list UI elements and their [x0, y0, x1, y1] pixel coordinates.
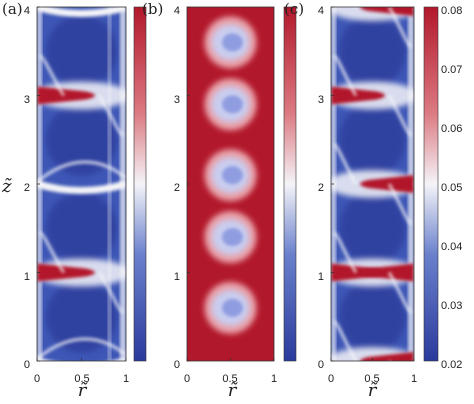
colorbar-tick-0.06: 0.06 — [441, 123, 462, 135]
panel-label-b: (b) — [142, 0, 163, 18]
heatmap-jet-right — [360, 263, 414, 282]
x-tick-1: 1 — [271, 373, 277, 385]
heatmap-contour — [387, 183, 413, 226]
heatmap-cell — [45, 192, 118, 265]
heatmap-cell — [339, 280, 406, 353]
y-tick-4: 4 — [318, 5, 324, 17]
heatmap-panel-a — [36, 0, 147, 362]
heatmap-cell — [45, 15, 118, 88]
heatmap-contour — [332, 54, 358, 97]
x-tick-0: 0 — [184, 373, 190, 385]
heatmap-jet-right — [360, 7, 414, 16]
heatmap-streak — [108, 7, 111, 361]
y-tick-3: 3 — [24, 94, 30, 106]
y-tick-2: 2 — [24, 182, 30, 194]
heatmap-contour — [98, 271, 125, 314]
y-tick-4: 4 — [24, 5, 30, 17]
heatmap-contour — [332, 319, 358, 361]
colorbar-tick-0.08: 0.08 — [441, 5, 462, 17]
colorbar-tick-0.03: 0.03 — [441, 300, 462, 312]
heatmap-panel-b — [186, 6, 297, 362]
x-tick-0: 0 — [328, 373, 334, 385]
y-ticks-a: 0 1 2 3 4 — [24, 5, 30, 371]
x-tick-0.5: 0.5 — [364, 373, 379, 385]
x-axis-label-c: r̃ — [368, 380, 378, 401]
y-ticks-b: 0 1 2 3 4 — [174, 5, 180, 371]
heatmap-contour — [387, 7, 413, 49]
y-tick-0: 0 — [174, 359, 180, 371]
heatmap-contour — [37, 160, 126, 184]
y-tick-3: 3 — [318, 94, 324, 106]
heatmap-contour — [389, 360, 391, 361]
y-tick-2: 2 — [174, 182, 180, 194]
colorbar-tick-0.07: 0.07 — [441, 64, 462, 76]
heatmap-jet-right — [360, 175, 414, 193]
heatmap-blob-core — [222, 228, 243, 247]
heatmap-cell — [45, 280, 118, 353]
x-axis-label-a: r̃ — [78, 380, 88, 401]
heatmap-contour — [387, 94, 413, 137]
heatmap-contour — [332, 142, 358, 185]
x-tick-0.5: 0.5 — [222, 373, 237, 385]
y-tick-0: 0 — [318, 359, 324, 371]
y-ticks-c: 0 1 2 3 4 — [318, 5, 324, 371]
panel-label-a: (a) — [2, 0, 23, 18]
y-axis-label: z̃ — [1, 176, 12, 197]
heatmap-band-white — [37, 7, 126, 17]
colorbar-ticks: 0.02 0.03 0.04 0.05 0.06 0.07 0.08 — [441, 5, 462, 371]
x-tick-0: 0 — [34, 373, 40, 385]
x-tick-1: 1 — [123, 373, 129, 385]
colorbar-a — [133, 6, 147, 362]
x-ticks-a: 0 0.5 1 — [34, 373, 129, 385]
heatmap-cell — [339, 15, 406, 88]
y-tick-2: 2 — [318, 182, 324, 194]
x-tick-0.5: 0.5 — [74, 373, 89, 385]
heatmap-blob-core — [222, 166, 243, 185]
heatmap-jet-left — [331, 86, 385, 105]
heatmap-blob-core — [222, 298, 243, 317]
heatmap-contour — [38, 231, 65, 274]
heatmap-jet-left — [331, 263, 385, 282]
colorbar-tick-0.02: 0.02 — [441, 359, 462, 371]
heatmap-band-white — [37, 180, 126, 194]
panel-label-c: (c) — [284, 0, 304, 18]
heatmap-cell — [339, 192, 406, 265]
y-tick-1: 1 — [318, 271, 324, 283]
y-tick-3: 3 — [174, 94, 180, 106]
heatmap-panel-c — [330, 6, 439, 362]
heatmap-jet-left — [37, 263, 95, 282]
x-ticks-b: 0 0.5 1 — [184, 373, 277, 385]
y-tick-1: 1 — [24, 271, 30, 283]
heatmap-contour — [387, 271, 413, 314]
heatmap-contour — [98, 94, 125, 137]
y-tick-1: 1 — [174, 271, 180, 283]
x-axis-label-b: r̃ — [228, 380, 238, 401]
heatmap-contour — [332, 231, 358, 274]
colorbar-tick-0.05: 0.05 — [441, 182, 462, 194]
heatmap-contour — [354, 7, 356, 8]
x-ticks-c: 0 0.5 1 — [328, 373, 417, 385]
heatmap-blob-core — [222, 95, 243, 114]
heatmap-cell — [339, 103, 406, 176]
heatmap-jet-left — [37, 86, 95, 105]
colorbar-tick-0.04: 0.04 — [441, 241, 462, 253]
heatmap-cell — [45, 103, 118, 176]
heatmap-jet-right — [360, 352, 414, 361]
heatmap-blob-core — [222, 33, 243, 52]
heatmap-contour — [38, 54, 65, 97]
heatmap-contour — [37, 0, 126, 5]
colorbar-c — [423, 6, 439, 362]
y-tick-4: 4 — [174, 5, 180, 17]
x-tick-1: 1 — [411, 373, 417, 385]
heatmap-contour — [37, 337, 126, 361]
colorbar-b — [283, 6, 297, 362]
y-tick-0: 0 — [24, 359, 30, 371]
